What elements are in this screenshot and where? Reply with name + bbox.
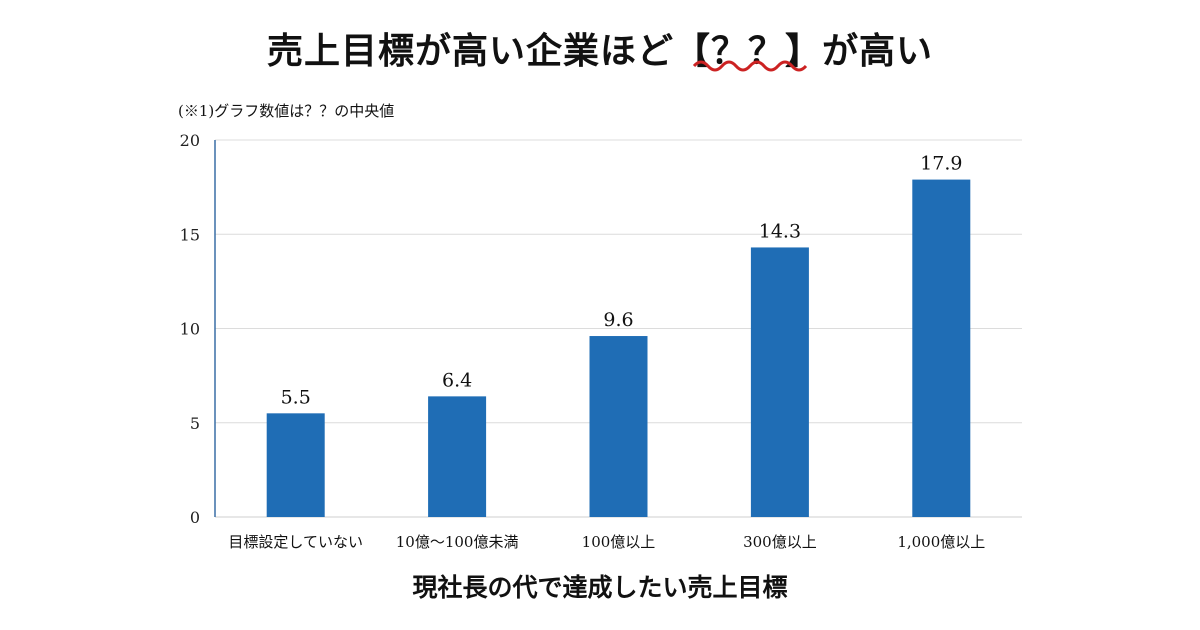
- chart-title: 売上目標が高い企業ほど【？？】が高い: [266, 30, 933, 72]
- bar: [912, 179, 971, 517]
- data-label: 5.5: [281, 386, 311, 408]
- y-tick-label: 0: [190, 508, 200, 527]
- x-tick-label: 1,000億以上: [897, 533, 985, 551]
- x-tick-label: 10億～100億未満: [396, 533, 519, 551]
- y-tick-label: 5: [190, 414, 200, 433]
- bar: [589, 336, 648, 517]
- bar: [750, 247, 809, 517]
- y-tick-label: 10: [180, 320, 200, 339]
- data-label: 6.4: [442, 369, 472, 391]
- chart-note: (※1)グラフ数値は？？の中央値: [178, 102, 395, 120]
- y-tick-label: 20: [180, 131, 200, 150]
- x-tick-label: 100億以上: [582, 533, 656, 551]
- x-axis-label: 現社長の代で達成したい売上目標: [412, 573, 788, 602]
- wavy-underline: [692, 60, 808, 72]
- data-label: 9.6: [603, 309, 633, 331]
- bar: [428, 396, 487, 517]
- bar: [266, 413, 325, 517]
- x-tick-label: 目標設定していない: [228, 533, 363, 551]
- x-tick-label: 300億以上: [743, 533, 817, 551]
- y-tick-label: 15: [180, 225, 200, 244]
- data-label: 14.3: [759, 220, 801, 242]
- data-label: 17.9: [920, 153, 962, 175]
